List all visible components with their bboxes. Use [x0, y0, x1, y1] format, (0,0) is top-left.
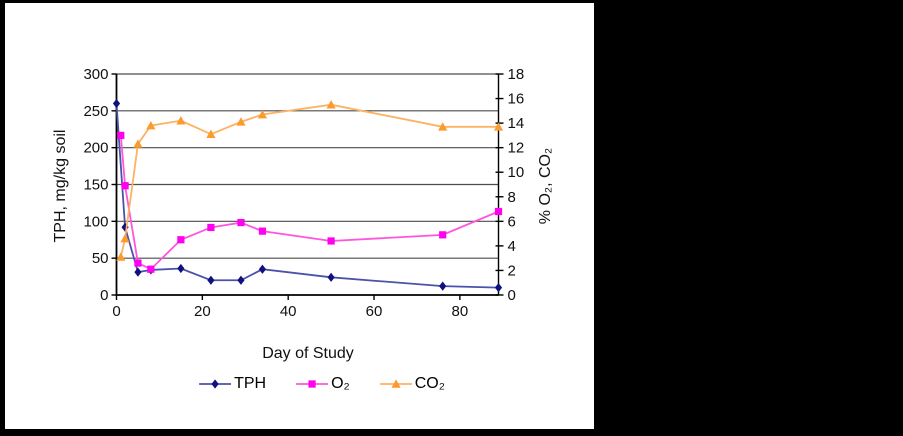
triangle-marker-icon [379, 379, 412, 388]
svg-text:200: 200 [83, 140, 108, 157]
right-axis-title: % O₂, CO₂ [537, 147, 554, 225]
x-axis-title: Day of Study [262, 345, 354, 362]
svg-text:18: 18 [508, 66, 525, 83]
legend-item-o: O₂ [296, 375, 350, 393]
svg-text:60: 60 [366, 303, 383, 320]
svg-text:4: 4 [508, 238, 516, 255]
svg-text:20: 20 [194, 303, 211, 320]
svg-text:0: 0 [100, 287, 108, 304]
svg-text:8: 8 [508, 189, 516, 206]
svg-text:16: 16 [508, 91, 525, 108]
svg-text:14: 14 [508, 115, 525, 132]
svg-text:80: 80 [452, 303, 469, 320]
svg-text:50: 50 [92, 250, 109, 267]
svg-text:0: 0 [508, 287, 516, 304]
legend-label: O₂ [331, 375, 350, 392]
legend-item-co: CO₂ [379, 375, 445, 393]
svg-text:250: 250 [83, 103, 108, 120]
svg-text:300: 300 [83, 66, 108, 83]
legend: TPH O₂ CO₂ [199, 375, 445, 393]
legend-label: CO₂ [414, 375, 445, 392]
svg-text:40: 40 [280, 303, 297, 320]
chart-panel: 0 50 100 150 200 250 300 0 2 4 6 8 10 12 14 16 18 0 20 40 60… [3, 1, 596, 431]
legend-item-tph: TPH [199, 375, 266, 393]
line-chart-plot-area: 0 50 100 150 200 250 300 0 2 4 6 8 10 12 14 16 18 0 20 40 60… [83, 66, 525, 320]
square-marker-icon [296, 380, 329, 388]
svg-text:0: 0 [112, 303, 120, 320]
diamond-marker-icon [199, 379, 232, 389]
svg-text:12: 12 [508, 140, 525, 157]
svg-text:6: 6 [508, 213, 516, 230]
svg-text:10: 10 [508, 164, 525, 181]
left-axis-title: TPH, mg/kg soil [52, 129, 69, 243]
legend-label: TPH [234, 375, 267, 392]
svg-text:2: 2 [508, 262, 516, 279]
svg-text:100: 100 [83, 213, 108, 230]
svg-text:150: 150 [83, 177, 108, 194]
